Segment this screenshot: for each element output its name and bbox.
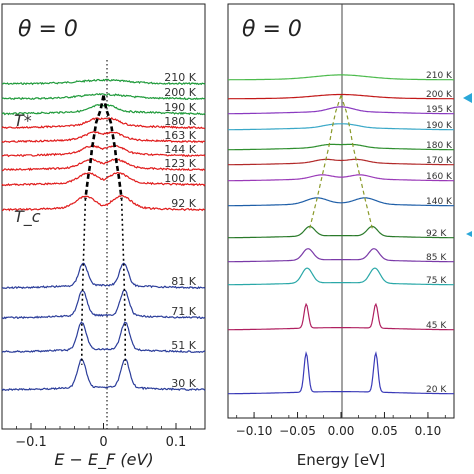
temperature-label: 81 K: [171, 275, 196, 288]
temperature-label: 20 K: [426, 385, 447, 395]
spectrum-curve: [228, 123, 454, 131]
right-curves: [228, 74, 454, 395]
gap-guide-left: [309, 95, 342, 229]
temperature-label: 140 K: [426, 197, 453, 207]
temperature-label: 180 K: [426, 141, 453, 151]
spectrum-curve: [1, 194, 206, 212]
right-temperature-labels: 210 K 200 K 195 K 190 K 180 K 170 K 160 K 140 K…: [426, 71, 453, 395]
temperature-label: 123 K: [164, 157, 196, 170]
spectrum-curve: [1, 144, 206, 158]
spectrum-curve: [228, 267, 454, 286]
spectrum-curve: [228, 143, 454, 151]
right-panel: θ = 0 210 K 200 K 195 K 190 K 180 K 170 K 160 …: [227, 3, 472, 469]
arrow-marker-bottom: [466, 231, 472, 237]
right-x-ticks: −0.10 −0.05 0.00 0.05 0.10: [236, 412, 446, 438]
gap-guide-left-low: [81, 198, 87, 365]
left-panel-title: θ = 0: [18, 17, 78, 42]
temperature-label: 160 K: [426, 172, 453, 182]
temperature-label: 200 K: [426, 90, 453, 100]
temperature-label: 92 K: [171, 197, 196, 210]
spectrum-curve: [228, 93, 454, 100]
arrow-marker-top: [463, 93, 472, 103]
temperature-label: 92 K: [426, 229, 447, 239]
temperature-label: 30 K: [171, 377, 196, 390]
spectrum-curve: [1, 321, 206, 354]
x-tick-label: −0.10: [236, 424, 273, 438]
left-x-axis-label: E − E_F (eV): [54, 450, 153, 470]
right-x-axis-label: Energy [eV]: [297, 451, 385, 469]
x-tick-label: 0: [99, 435, 107, 450]
temperature-label: 75 K: [426, 276, 447, 286]
t-c-label: T_c: [14, 207, 41, 227]
temperature-label: 100 K: [164, 172, 196, 185]
gap-guide-left: [84, 95, 105, 199]
temperature-label: 163 K: [164, 129, 196, 142]
spectrum-curve: [1, 92, 206, 101]
spectrum-curve: [1, 158, 206, 172]
x-tick-label: −0.05: [279, 424, 316, 438]
spectrum-curve: [1, 116, 206, 130]
spectrum-curve: [1, 171, 206, 187]
temperature-label: 195 K: [426, 105, 453, 115]
spectrum-curve: [228, 225, 454, 239]
gap-guide-right: [102, 95, 123, 199]
spectrum-curve: [228, 174, 454, 182]
right-gap-guides: [309, 95, 373, 229]
temperature-label: 180 K: [164, 115, 196, 128]
x-tick-label: −0.1: [15, 435, 47, 450]
spectrum-curve: [1, 103, 206, 116]
temperature-label: 190 K: [164, 101, 196, 114]
spectrum-curve: [228, 74, 454, 81]
temperature-label: 51 K: [171, 339, 196, 352]
left-gap-guides: [81, 95, 126, 365]
spectrum-curve: [228, 350, 454, 395]
temperature-label: 45 K: [426, 321, 447, 331]
spectrum-curve: [1, 262, 206, 290]
temperature-label: 190 K: [426, 121, 453, 131]
spectrum-curve: [228, 158, 454, 166]
left-x-ticks: −0.1 0 0.1: [1, 423, 206, 450]
gap-guide-right-low: [120, 198, 126, 365]
spectrum-curve: [228, 248, 454, 263]
x-tick-label: 0.10: [415, 424, 442, 438]
spectrum-curve: [1, 358, 206, 392]
spectrum-curve: [1, 289, 206, 320]
temperature-label: 71 K: [171, 305, 196, 318]
x-tick-label: 0.05: [371, 424, 398, 438]
x-tick-label: 0.00: [328, 424, 355, 438]
spectrum-curve: [228, 106, 454, 115]
left-curves: [1, 78, 206, 392]
temperature-label: 210 K: [426, 71, 453, 81]
temperature-label: 170 K: [426, 156, 453, 166]
spectrum-curve: [1, 78, 206, 86]
spectrum-curve: [228, 302, 454, 331]
right-plot-frame: [227, 3, 455, 419]
t-star-label: T*: [14, 111, 32, 130]
temperature-label: 144 K: [164, 143, 196, 156]
x-tick-label: 0.1: [166, 435, 187, 450]
temperature-label: 210 K: [164, 71, 196, 84]
temperature-label: 200 K: [164, 86, 196, 99]
right-panel-title: θ = 0: [242, 17, 302, 42]
spectrum-curve: [1, 131, 206, 144]
spectrum-curve: [228, 197, 454, 207]
temperature-label: 85 K: [426, 253, 447, 263]
gap-guide-right: [340, 95, 373, 229]
